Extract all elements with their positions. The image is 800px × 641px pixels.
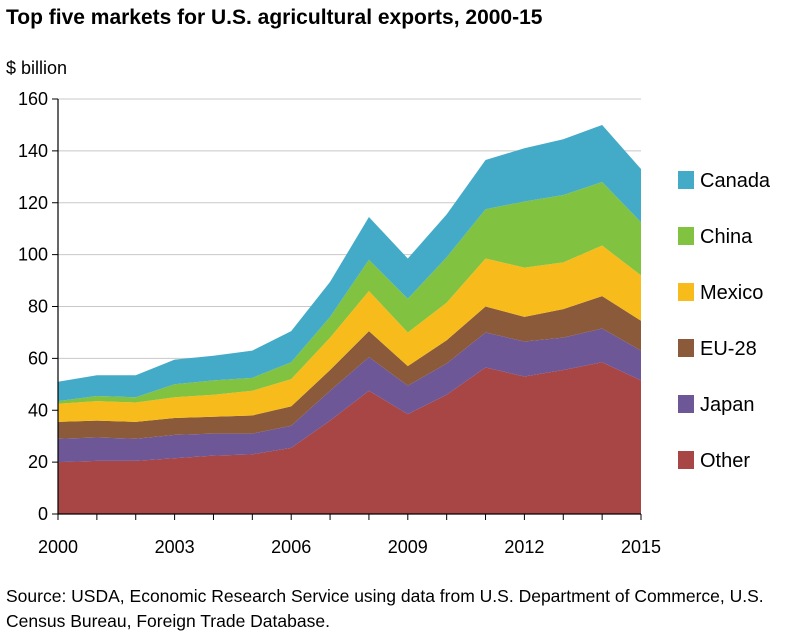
area-series (58, 124, 641, 514)
legend-label: China (700, 226, 753, 248)
x-tick-label: 2015 (621, 537, 661, 557)
x-tick-label: 2000 (38, 537, 78, 557)
legend-swatch (678, 283, 694, 301)
area-other (58, 362, 641, 514)
x-tick-labels: 2000 2003 2006 2009 2012 2015 (38, 537, 661, 557)
y-tick-labels: 0 20 40 60 80 100 120 140 160 (18, 89, 48, 524)
chart-title: Top five markets for U.S. agricultural e… (6, 6, 543, 29)
area-mexico (58, 245, 641, 422)
area-canada (58, 124, 641, 402)
area-china (58, 182, 641, 404)
legend-label: EU-28 (700, 338, 757, 360)
y-tick-label: 20 (28, 452, 48, 472)
x-tick-label: 2006 (271, 537, 311, 557)
area-eu-28 (58, 296, 641, 439)
y-tick-label: 0 (38, 504, 48, 524)
y-axis-unit-label: $ billion (6, 58, 68, 78)
y-tick-label: 120 (18, 193, 48, 213)
axes (52, 98, 642, 520)
source-note: Source: USDA, Economic Research Service … (6, 586, 764, 631)
legend-label: Mexico (700, 282, 763, 304)
x-tick-label: 2012 (504, 537, 544, 557)
legend-label: Japan (700, 394, 755, 416)
y-tick-label: 80 (28, 297, 48, 317)
legend-swatch (678, 171, 694, 189)
legend: Canada China Mexico EU-28 Japan Other (678, 170, 771, 472)
legend-swatch (678, 227, 694, 245)
legend-swatch (678, 339, 694, 357)
y-tick-label: 60 (28, 348, 48, 368)
x-tick-label: 2003 (155, 537, 195, 557)
y-tick-label: 160 (18, 89, 48, 109)
legend-label: Canada (700, 170, 771, 192)
area-japan (58, 328, 641, 463)
y-tick-label: 40 (28, 400, 48, 420)
y-tick-label: 100 (18, 245, 48, 265)
legend-swatch (678, 395, 694, 413)
x-tick-label: 2009 (388, 537, 428, 557)
legend-label: Other (700, 450, 750, 472)
y-tick-label: 140 (18, 141, 48, 161)
legend-swatch (678, 451, 694, 469)
